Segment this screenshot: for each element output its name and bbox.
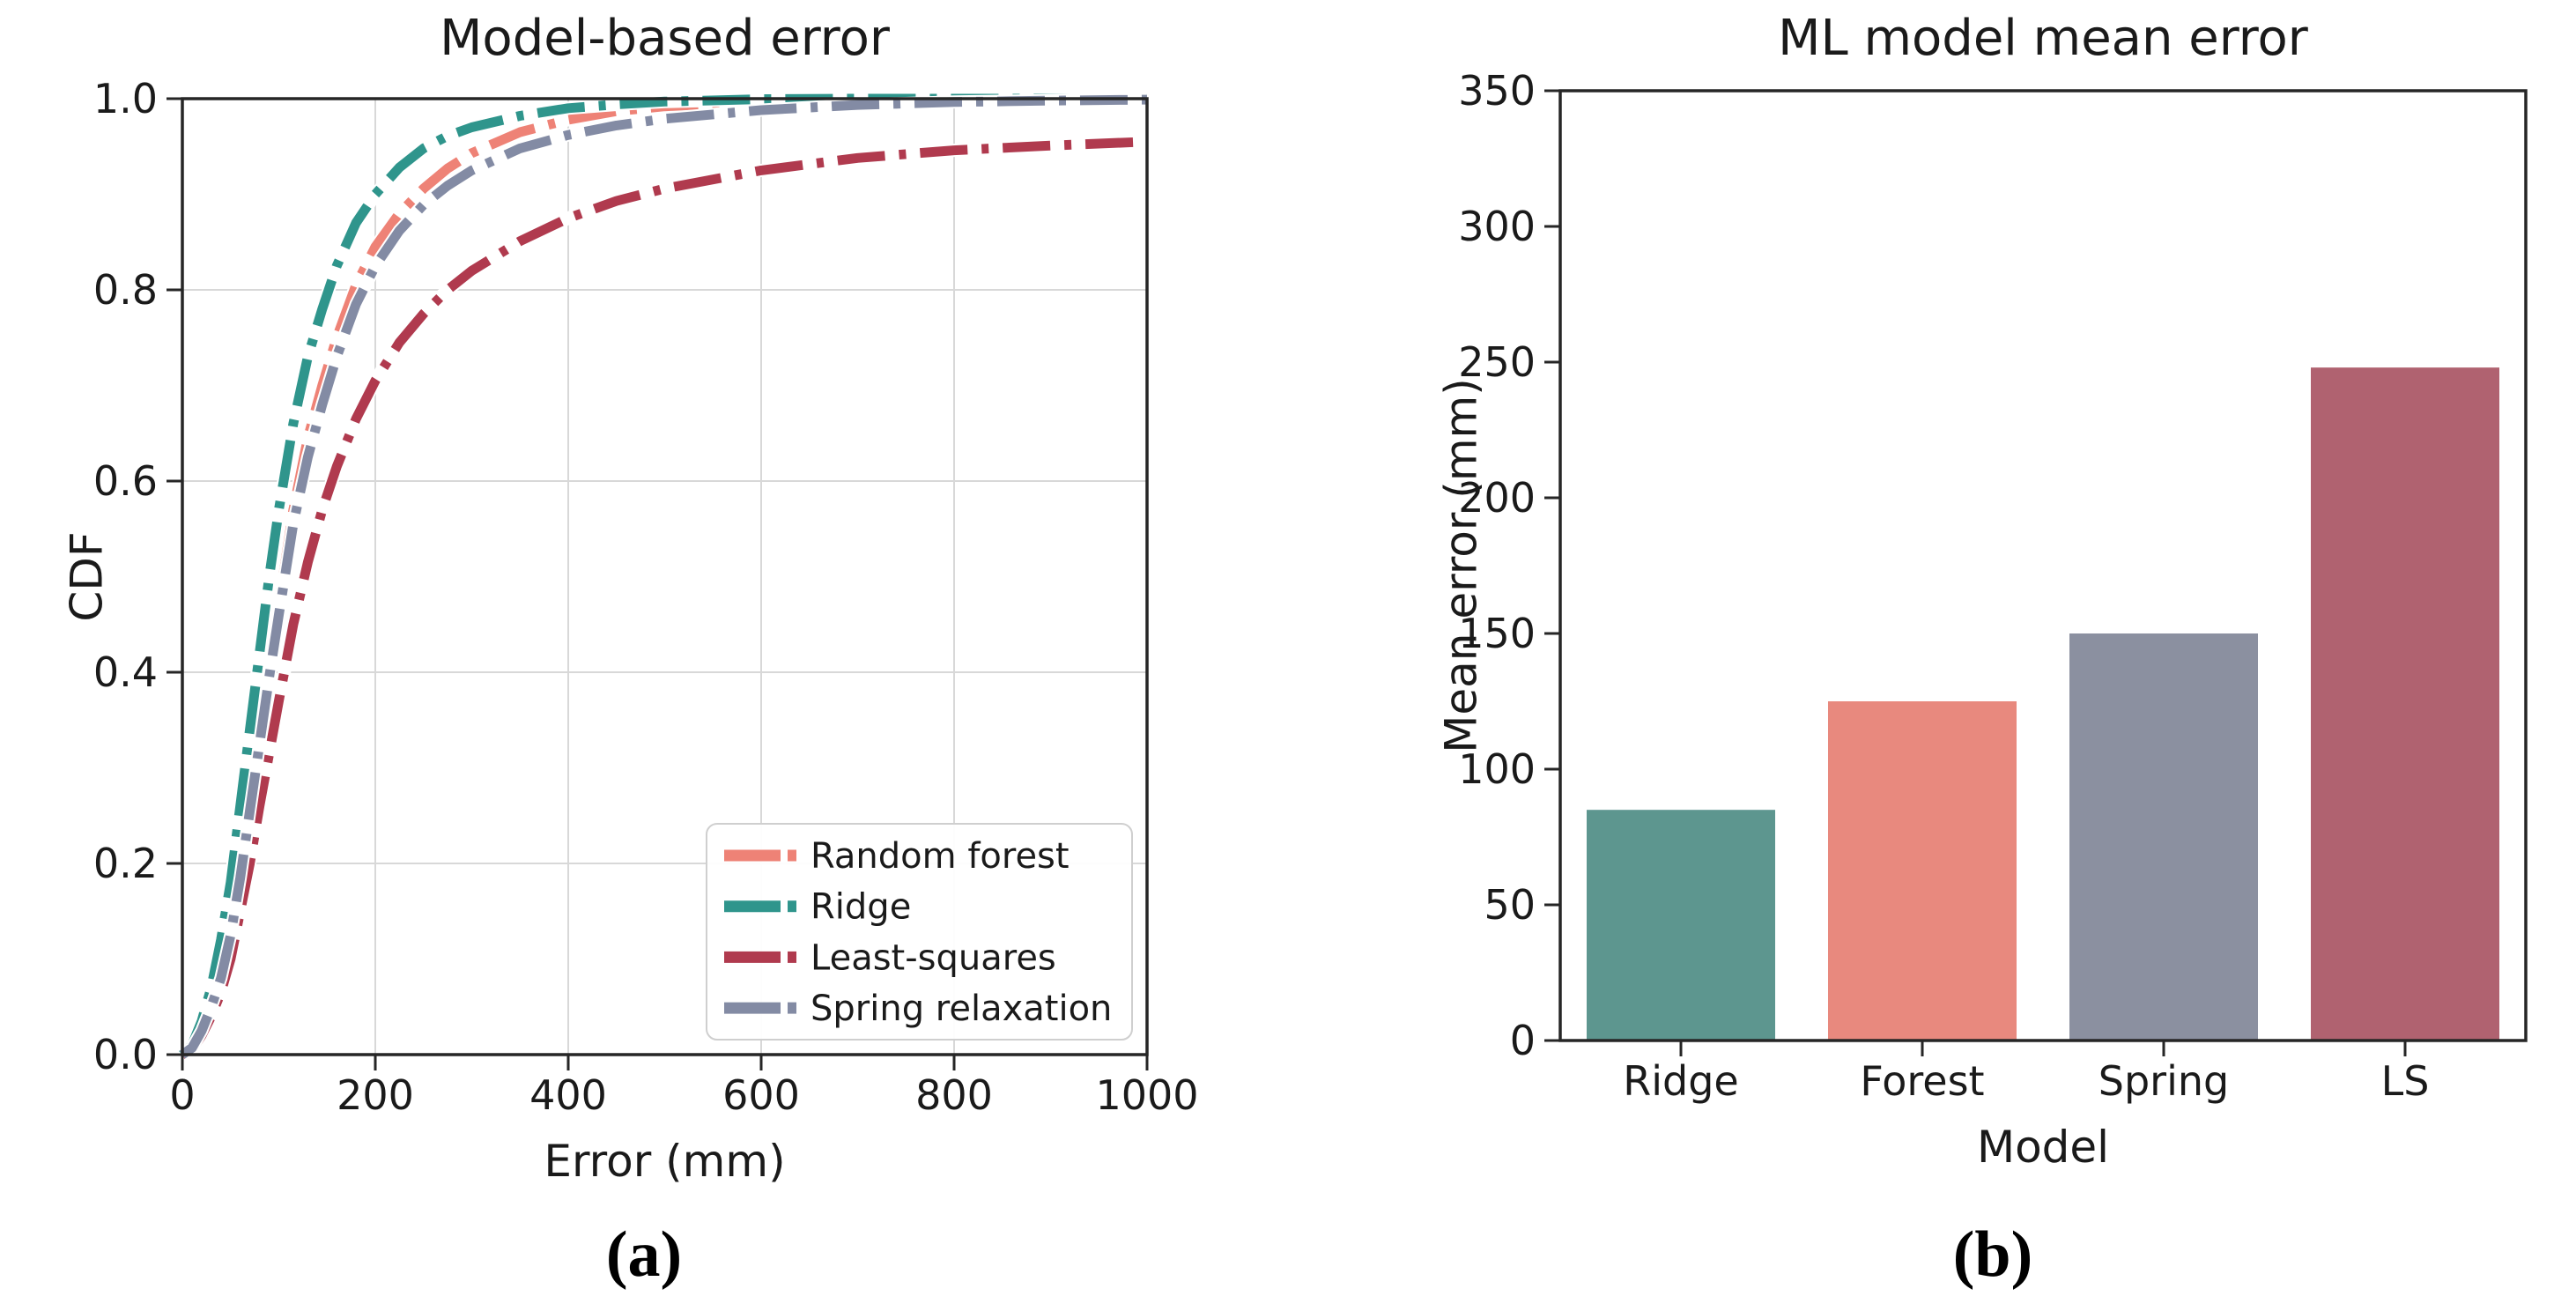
bar-ls <box>2311 367 2499 1041</box>
bar-ridge <box>1587 810 1775 1041</box>
caption-b: (b) <box>1952 1218 2033 1291</box>
legend-label: Ridge <box>811 887 911 928</box>
x-axis-label: Error (mm) <box>544 1136 785 1187</box>
legend-label: Least-squares <box>811 937 1056 978</box>
bar-chart: 0 50 100 150 200 250 300 350 Ridge Forest Spring LS… <box>1436 10 2528 1173</box>
y-tick-label: 200 <box>1458 474 1536 522</box>
bar-forest <box>1828 701 2017 1041</box>
cdf-chart: 0 200 400 600 800 1000 0.0 0.2 0.4 0.6 0.8 1.0 Rando… <box>62 10 1199 1187</box>
cdf-figure: 0 200 400 600 800 1000 0.0 0.2 0.4 0.6 0.8 1.0 Rando… <box>62 10 1199 1187</box>
series-curve-ridge <box>179 93 1147 1058</box>
x-tick-label: 1000 <box>1095 1071 1198 1119</box>
chart-title: ML model mean error <box>1778 10 2309 67</box>
series-curve-spring-relaxation <box>179 94 1148 1059</box>
y-axis-label: Mean error (mm) <box>1436 378 1487 753</box>
y-tick-label: 50 <box>1484 881 1536 929</box>
x-tick-label: Ridge <box>1623 1057 1738 1105</box>
caption-a: (a) <box>605 1218 683 1291</box>
y-tick-label: 0.6 <box>93 457 158 505</box>
x-axis-label: Model <box>1977 1122 2109 1173</box>
y-axis-label: CDF <box>62 531 113 621</box>
bar-figure: 0 50 100 150 200 250 300 350 Ridge Forest Spring LS… <box>1410 0 2576 1311</box>
x-tick-label: Forest <box>1860 1057 1984 1105</box>
legend-label: Random forest <box>811 836 1070 877</box>
x-tick-label: Spring <box>2099 1057 2229 1105</box>
legend-label: Spring relaxation <box>811 989 1112 1029</box>
y-tick-label: 150 <box>1458 610 1536 657</box>
y-tick-label: 250 <box>1458 338 1536 386</box>
chart-title: Model-based error <box>440 10 891 67</box>
bar-spring <box>2069 633 2258 1041</box>
axes-frame <box>181 97 1149 1056</box>
y-tick-label: 0.2 <box>93 840 158 887</box>
legend-box <box>706 823 1133 1041</box>
y-tick-label: 0.4 <box>93 648 158 696</box>
x-tick-label: 400 <box>529 1071 607 1119</box>
x-tick-label: 200 <box>337 1071 414 1119</box>
y-tick-label: 0.0 <box>93 1031 158 1078</box>
x-tick-label: 600 <box>722 1071 800 1119</box>
axes-frame <box>1558 89 2528 1042</box>
x-tick-label: LS <box>2381 1057 2430 1105</box>
y-tick-label: 0 <box>1510 1017 1536 1064</box>
y-tick-label: 1.0 <box>93 75 158 122</box>
y-tick-label: 350 <box>1458 67 1536 115</box>
x-tick-label: 800 <box>915 1071 993 1119</box>
y-tick-label: 100 <box>1458 745 1536 793</box>
y-tick-label: 0.8 <box>93 266 158 314</box>
y-tick-label: 300 <box>1458 203 1536 250</box>
x-tick-label: 0 <box>169 1071 195 1119</box>
